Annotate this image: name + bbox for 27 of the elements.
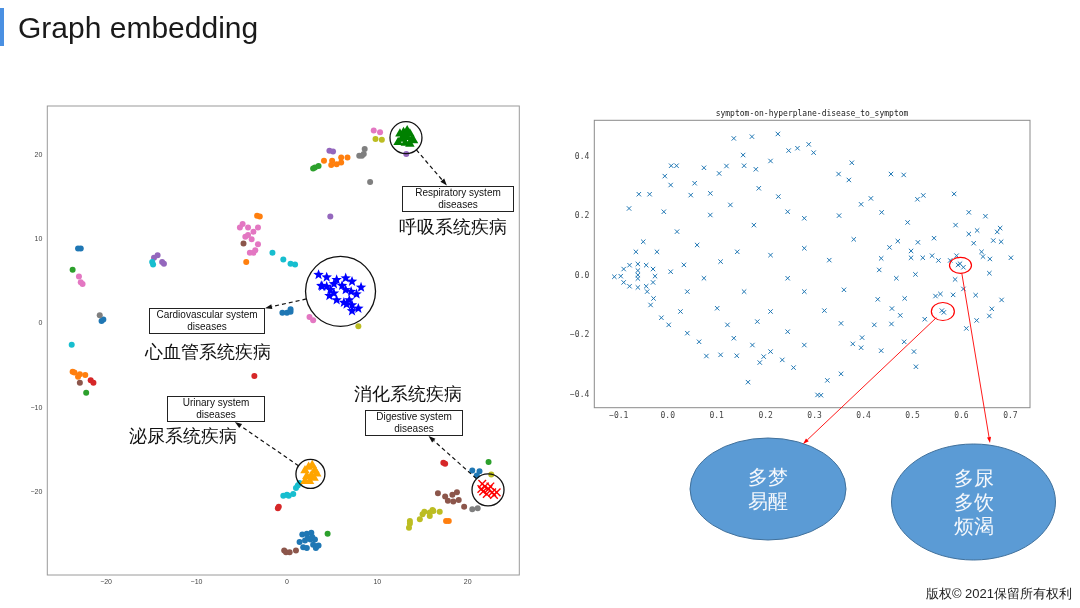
y-tick-label: −0.4 [570,389,590,399]
x-tick-label: 0.0 [660,410,676,420]
annotation: 消化系统疾病 [354,383,462,404]
text: 多尿多饮烦渴 [952,466,995,538]
annotation: 心血管系统疾病 [144,342,271,362]
x-tick-label: 0.7 [1003,410,1018,420]
y-tick-label: −0.2 [570,330,590,340]
x-tick-label: 0.3 [807,410,822,420]
x-tick-label: 0.2 [758,410,774,420]
annotation: 呼吸系统疾病 [399,217,507,237]
x-tick-label: −0.1 [609,410,629,420]
chart-title: Graph embedding [18,11,259,44]
x-tick-label: 0.1 [709,410,725,420]
y-tick-label: 0.0 [574,270,590,280]
annotation: Digestive system diseases [365,410,463,436]
y-tick-label: 0.4 [574,152,590,162]
text: 版权© 2021保留所有权利 [925,586,1072,601]
y-tick-label: 0.2 [574,211,590,221]
x-tick-label: 0.6 [954,410,969,420]
text: 多梦易醒 [747,465,789,513]
annotation: Respiratory system diseases [402,185,514,212]
annotation: Cardiovascular system diseases [149,308,265,334]
x-tick-label: 0.5 [905,410,920,420]
chart-title: symptom-on-hyperplane-disease_to_symptom [715,109,909,118]
annotation: 泌尿系统疾病 [128,426,237,446]
x-tick-label: 0.4 [856,410,871,420]
annotation: Urinary system diseases [167,396,265,422]
